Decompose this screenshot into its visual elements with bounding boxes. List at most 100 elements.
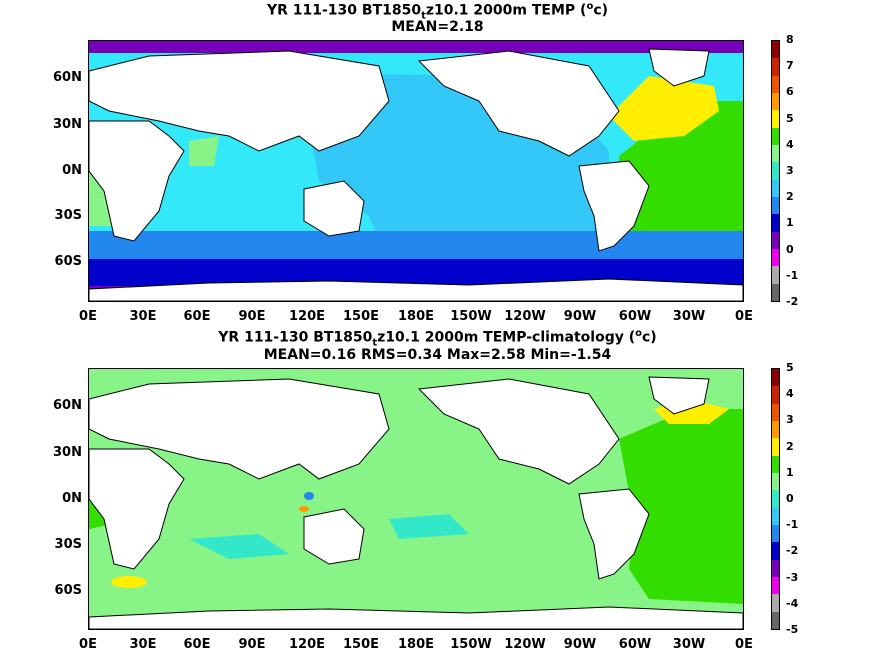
lat-label-30N: 30N [53, 117, 82, 132]
colorbar-swatch [772, 196, 779, 215]
colorbar-label: -1 [786, 518, 799, 532]
panel1-stats: MEAN=2.18 [391, 19, 484, 35]
lat-label-60S: 60S [54, 254, 82, 269]
colorbar-label: -1 [786, 268, 799, 282]
colorbar-swatch [772, 559, 779, 577]
colorbar-label: 0 [786, 492, 794, 505]
colorbar-swatch [772, 127, 779, 145]
colorbar-swatch [772, 438, 779, 456]
lon-label: 60E [183, 637, 211, 652]
lat-label-0N: 0N [62, 163, 82, 178]
colorbar-swatch [772, 386, 779, 404]
colorbar-swatch [772, 472, 779, 491]
colorbar-label: 4 [786, 387, 794, 401]
panel1-map [88, 40, 744, 302]
lon-label: 0E [79, 637, 97, 652]
panel2-title-sub: t [372, 337, 378, 349]
lon-label: 60E [183, 309, 211, 324]
lon-label: 0E [735, 637, 753, 652]
lat-label-30S: 30S [54, 208, 82, 223]
colorbar-swatch [772, 455, 779, 473]
colorbar-swatch [772, 110, 779, 128]
lon-label: 150E [342, 309, 380, 324]
lon-label: 90E [238, 637, 266, 652]
lat-label-60N: 60N [53, 398, 82, 413]
colorbar-swatch [772, 369, 779, 387]
colorbar-swatch [772, 41, 779, 59]
panel1-title-main: YR 111-130 BT1850 [266, 2, 422, 19]
colorbar-swatch [772, 611, 779, 629]
colorbar-swatch [772, 58, 779, 76]
lat-label-30S: 30S [54, 537, 82, 552]
panel2-title-rest: z10.1 2000m TEMP-climatology ( [377, 329, 636, 346]
colorbar-swatch [772, 248, 779, 267]
colorbar-swatch [772, 144, 779, 163]
colorbar-label: -4 [786, 596, 799, 610]
lon-label: 120E [288, 309, 326, 324]
panel1-title-rest: z10.1 2000m TEMP ( [425, 2, 587, 19]
lon-label: 180E [397, 637, 435, 652]
colorbar-swatch [772, 403, 779, 421]
colorbar-label: 3 [786, 164, 794, 177]
colorbar-swatch [772, 490, 779, 508]
panel1-title-unit: c) [593, 2, 609, 19]
lon-label: 30E [129, 309, 157, 324]
colorbar-label: 0 [786, 242, 794, 256]
lon-label: 120W [504, 309, 546, 324]
colorbar-swatch [772, 576, 779, 595]
colorbar-label: -5 [786, 623, 799, 636]
colorbar-label: 2 [786, 190, 794, 204]
colorbar-label: -3 [786, 570, 799, 584]
lon-label: 90W [563, 637, 597, 652]
lon-label: 90E [238, 309, 266, 324]
panel1-title: YR 111-130 BT1850tz10.1 2000m TEMP (oc) [0, 0, 875, 24]
colorbar-label: 3 [786, 413, 794, 427]
panel1-title-degree: o [586, 1, 594, 12]
lon-label: 60W [618, 309, 652, 324]
lon-label: 120W [504, 637, 546, 652]
colorbar-swatch [772, 507, 779, 525]
lat-label-60S: 60S [54, 583, 82, 598]
colorbar-label: -2 [786, 544, 799, 558]
panel2-stats: MEAN=0.16 RMS=0.34 Max=2.58 Min=-1.54 [263, 347, 612, 363]
lon-label: 150W [450, 637, 492, 652]
lat-label-60N: 60N [53, 70, 82, 85]
panel1-colorbar [771, 40, 780, 302]
lon-label: 30W [672, 637, 706, 652]
lon-label: 30W [672, 309, 706, 324]
colorbar-swatch [772, 283, 779, 301]
colorbar-swatch [772, 524, 779, 543]
lon-label: 180E [397, 309, 435, 324]
colorbar-label: 2 [786, 439, 794, 453]
colorbar-label: 6 [786, 85, 794, 99]
panel2-colorbar [771, 368, 780, 630]
lon-label: 150E [342, 637, 380, 652]
colorbar-swatch [772, 162, 779, 180]
lon-label: 0E [735, 309, 753, 324]
lon-label: 120E [288, 637, 326, 652]
panel2-map [88, 368, 744, 630]
panel2-title: YR 111-130 BT1850tz10.1 2000m TEMP-clima… [0, 325, 875, 351]
panel2-map-field [89, 369, 743, 629]
lat-label-30N: 30N [53, 445, 82, 460]
panel2-title-degree: o [635, 328, 642, 339]
colorbar-label: 5 [786, 361, 794, 374]
colorbar-swatch [772, 92, 779, 111]
lon-label: 90W [563, 309, 597, 324]
colorbar-label: 1 [786, 216, 794, 230]
lon-label: 60W [618, 637, 652, 652]
lon-label: 30E [129, 637, 157, 652]
colorbar-label: 4 [786, 137, 794, 151]
colorbar-label: -2 [786, 295, 799, 308]
colorbar-swatch [772, 231, 779, 249]
colorbar-swatch [772, 266, 779, 284]
panel1-map-field [89, 41, 743, 301]
panel1-title-sub: t [421, 10, 426, 22]
colorbar-swatch [772, 179, 779, 197]
panel2-title-unit: c) [642, 329, 657, 346]
colorbar-swatch [772, 75, 779, 93]
colorbar-swatch [772, 214, 779, 232]
lat-label-0N: 0N [62, 491, 82, 506]
lon-label: 0E [79, 309, 97, 324]
colorbar-label: 1 [786, 465, 794, 479]
